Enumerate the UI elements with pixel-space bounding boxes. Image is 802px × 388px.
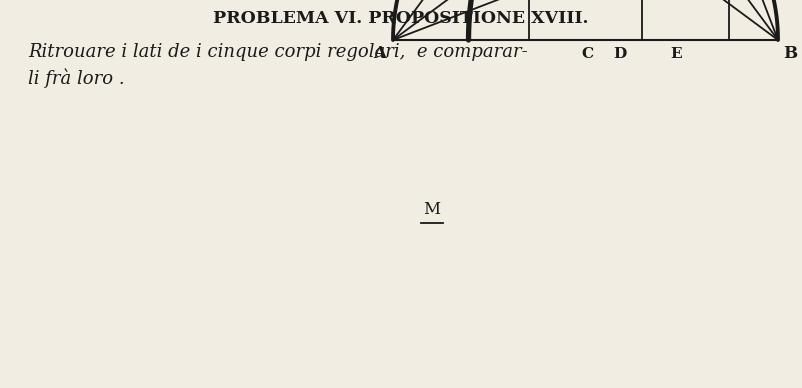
- Text: Ritrouare i lati de i cinque corpi regolari,  e comparar-: Ritrouare i lati de i cinque corpi regol…: [28, 43, 527, 61]
- Text: B: B: [782, 45, 796, 62]
- Text: D: D: [613, 47, 626, 61]
- Text: PROBLEMA VI. PROPOSITIONE XVIII.: PROBLEMA VI. PROPOSITIONE XVIII.: [213, 10, 588, 27]
- Text: A: A: [373, 45, 386, 62]
- Text: E: E: [670, 47, 681, 61]
- Text: C: C: [581, 47, 593, 61]
- Text: M: M: [423, 201, 440, 218]
- Text: li frà loro .: li frà loro .: [28, 68, 124, 88]
